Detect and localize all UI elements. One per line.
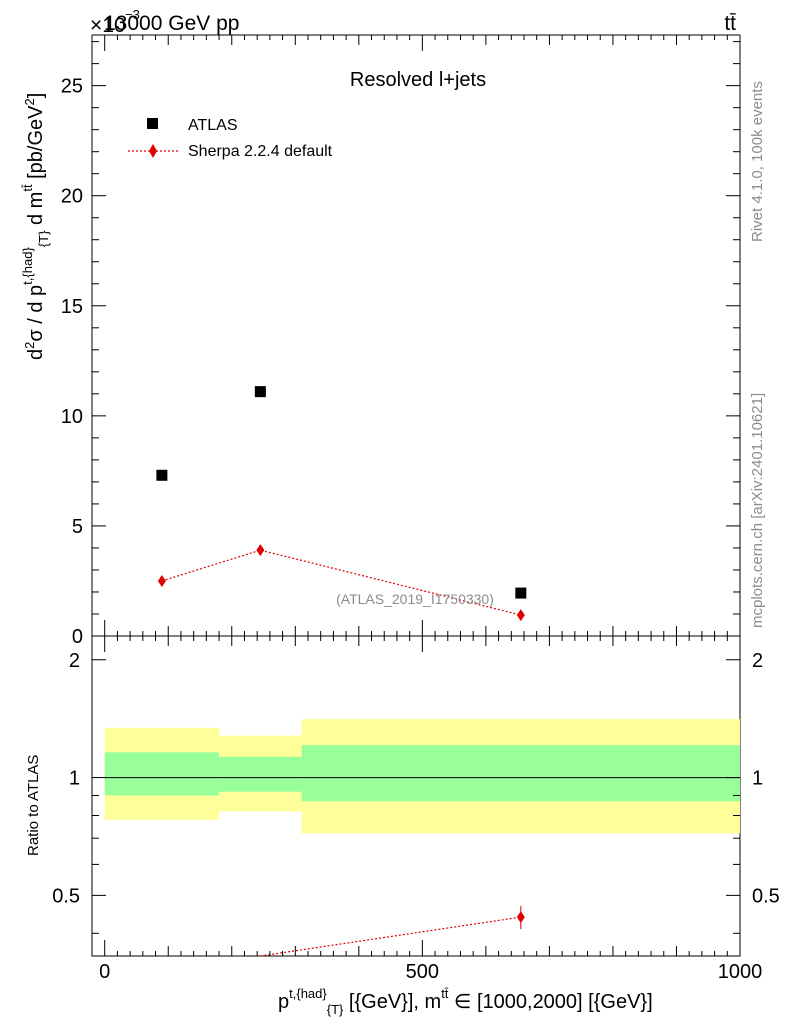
- main-ytick-label: 20: [61, 186, 83, 208]
- sherpa-point: [157, 574, 166, 587]
- main-ytick-label: 25: [61, 76, 83, 98]
- main-ytick-label: 10: [61, 406, 83, 428]
- atlas-point: [254, 386, 266, 398]
- exponent-power: −3: [125, 7, 140, 22]
- ratio-ytick-label-right: 2: [752, 650, 763, 672]
- legend-atlas-label: ATLAS: [188, 117, 238, 134]
- energy-label: 13000 GeV pp: [104, 12, 239, 35]
- main-ytick-label: 15: [61, 296, 83, 318]
- ratio-ytick-label: 0.5: [52, 885, 80, 907]
- xtick-label: 500: [406, 961, 439, 983]
- main-ytick-label: 0: [72, 626, 83, 648]
- axis-ticks: [92, 35, 741, 956]
- xtick-label: 1000: [718, 961, 763, 983]
- atlas-point: [156, 469, 168, 481]
- legend-atlas-marker: [147, 118, 158, 129]
- chart-title: Resolved l+jets: [350, 69, 486, 91]
- analysis-tag: (ATLAS_2019_I1750330): [336, 591, 494, 607]
- stat-uncertainty-band: [301, 745, 740, 802]
- xlabel: pt,{had}{T} [{GeV}], mtt̄ ∈ [1000,2000] …: [278, 986, 653, 1017]
- axis-tick-labels: 0 5 10 15 20 25 0 500 1000 0.5 0.5 1 1 2 2: [52, 76, 780, 983]
- sherpa-point: [256, 544, 265, 557]
- ratio-ytick-label-right: 0.5: [752, 885, 780, 907]
- exponent-label: ×10: [90, 14, 126, 37]
- ratio-ytick-label: 2: [69, 650, 80, 672]
- rivet-label: Rivet 4.1.0, 100k events: [749, 81, 766, 242]
- main-ylabel: d2σ / d pt,{had}{T} d mtt̄ [pb/GeV2]: [20, 93, 51, 360]
- legend: ATLAS Sherpa 2.2.4 default: [128, 117, 333, 160]
- legend-sherpa-label: Sherpa 2.2.4 default: [188, 143, 333, 160]
- legend-sherpa-marker: [149, 144, 157, 158]
- process-label: tt̄: [724, 12, 736, 35]
- ratio-ytick-label-right: 1: [752, 768, 763, 790]
- stat-uncertainty-band: [104, 752, 220, 796]
- mcplots-label: mcplots.cern.ch [arXiv:2401.10621]: [749, 393, 766, 628]
- ratio-ylabel: Ratio to ATLAS: [25, 755, 42, 856]
- ratio-series: [260, 905, 525, 957]
- xtick-label: 0: [99, 961, 110, 983]
- ratio-ytick-label: 1: [69, 768, 80, 790]
- ratio-uncertainty-bands: [104, 719, 740, 834]
- sherpa-point: [516, 609, 525, 622]
- main-series: [156, 386, 527, 622]
- main-ytick-label: 5: [72, 516, 83, 538]
- stat-uncertainty-band: [219, 756, 302, 792]
- ratio-sherpa-line: [260, 916, 521, 957]
- atlas-point: [515, 587, 527, 599]
- ratio-sherpa-point: [516, 911, 525, 924]
